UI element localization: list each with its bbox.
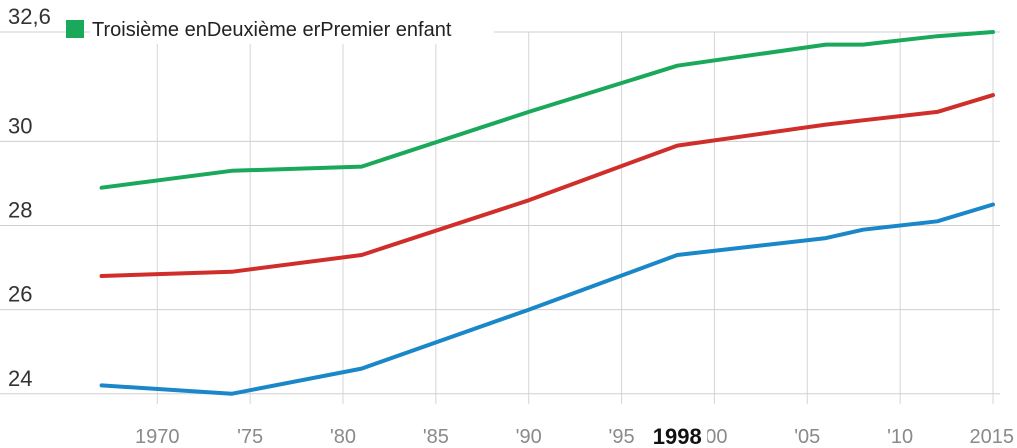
legend-background — [90, 14, 494, 44]
y-tick-label: 24 — [8, 366, 32, 391]
horizontal-gridlines — [0, 31, 1000, 395]
series-lines — [99, 30, 995, 396]
x-tick-label: '95 — [609, 426, 635, 448]
x-tick-label: '90 — [516, 426, 542, 448]
y-tick-label: 28 — [8, 198, 32, 223]
vertical-gridlines — [156, 32, 994, 404]
y-tick-label: 30 — [8, 113, 32, 138]
legend: Troisième enDeuxième erPremier enfant — [66, 14, 494, 44]
x-tick-label: '75 — [237, 426, 263, 448]
y-axis-labels: 24 26 28 30 32,6 — [8, 4, 51, 391]
x-tick-label: 1970 — [135, 426, 180, 448]
legend-swatch — [66, 20, 84, 38]
series-line-3 — [99, 202, 995, 396]
legend-text: Troisième enDeuxième erPremier enfant — [92, 19, 452, 41]
x-tick-label: 2015 — [970, 426, 1015, 448]
y-tick-label: 26 — [8, 282, 32, 307]
y-tick-label: 32,6 — [8, 4, 51, 29]
x-tick-label: '10 — [887, 426, 913, 448]
series-line-2 — [99, 93, 995, 278]
x-tick-label: '80 — [330, 426, 356, 448]
x-tick-label: '85 — [423, 426, 449, 448]
x-tick-label: '05 — [794, 426, 820, 448]
x-axis-labels: 1970 '75 '80 '85 '90 '95 '00 '05 '10 2015 1998 — [135, 420, 1014, 448]
series-line-1 — [99, 30, 995, 190]
highlight-label-background — [647, 420, 708, 446]
highlight-year-label: 1998 — [653, 424, 702, 448]
x-tick-label: '00 — [701, 426, 727, 448]
